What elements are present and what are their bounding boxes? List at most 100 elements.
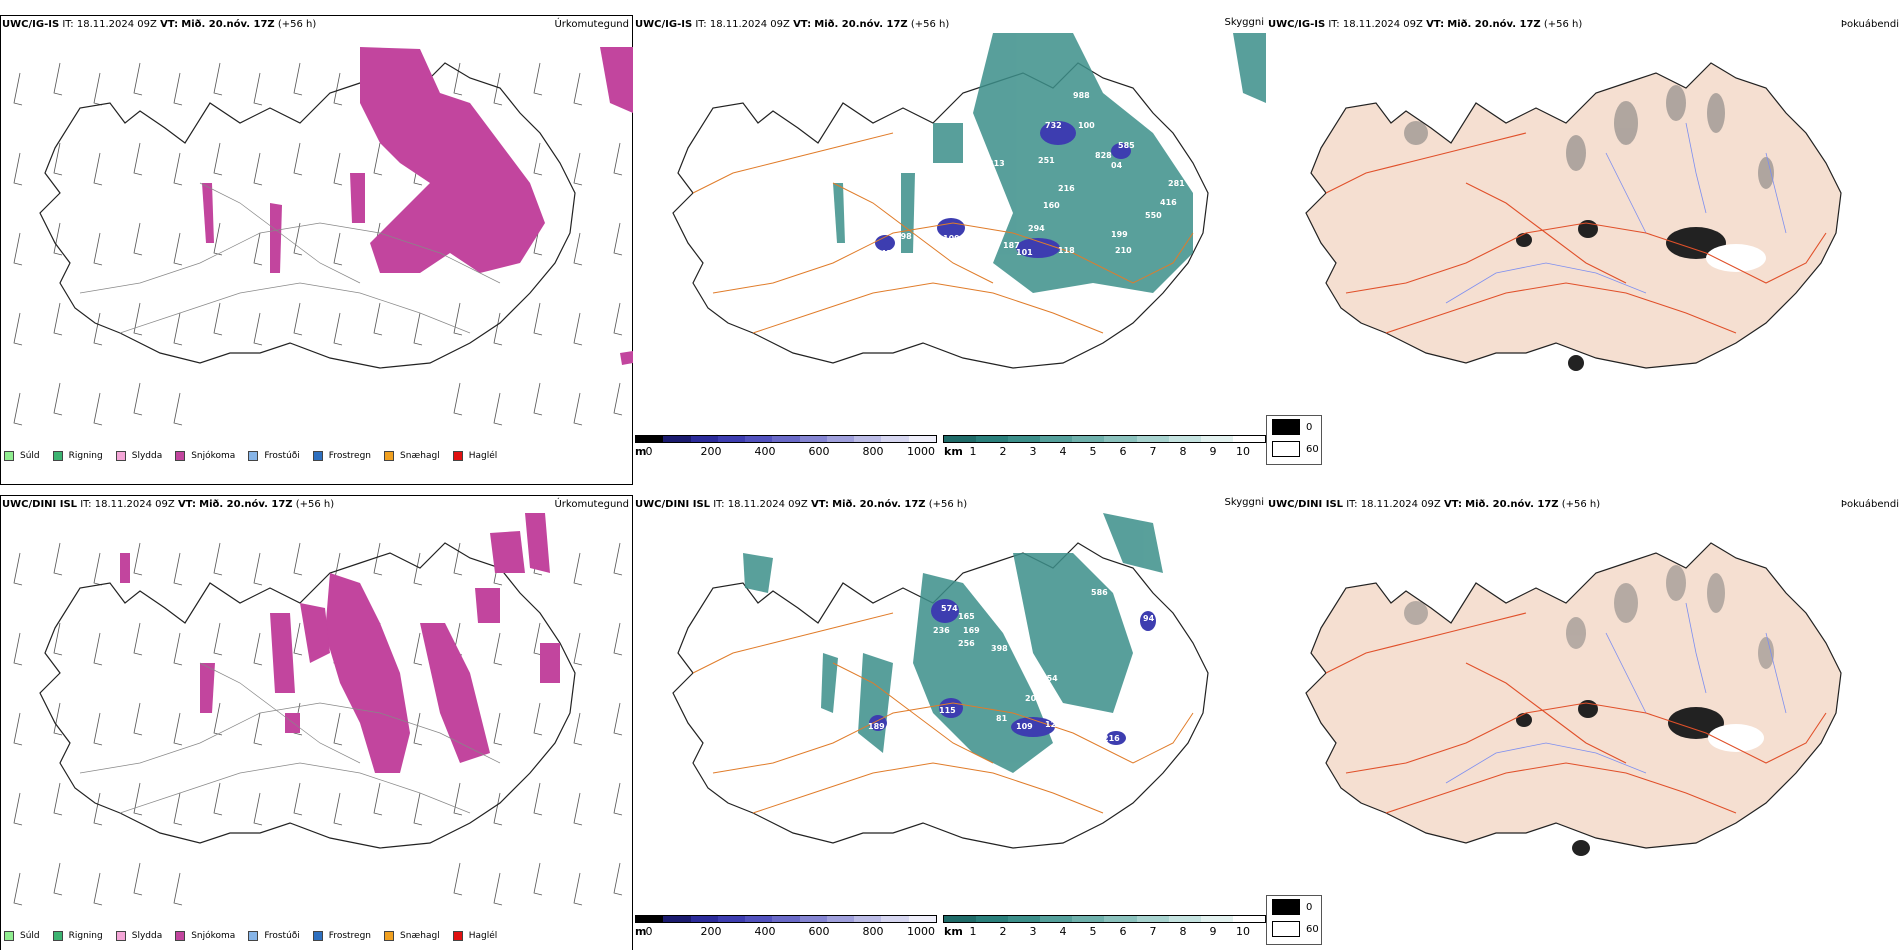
value-label: 988 <box>1073 91 1090 100</box>
map-visibility: 988 732 100 585 251 828 04 313 471 216 1… <box>672 33 1266 369</box>
legend-item: Frostúði <box>248 931 300 941</box>
panel-title: Þokuábendi <box>1840 19 1899 30</box>
tick-label: 600 <box>808 925 830 938</box>
legend-item: Frostúði <box>248 451 300 461</box>
tick-label: 3 <box>1029 445 1037 458</box>
fog-legend-swatch <box>1272 921 1300 937</box>
value-label: 313 <box>988 159 1005 168</box>
legend-swatch <box>4 931 14 941</box>
fog-shading <box>1404 565 1774 669</box>
panel-fog-index-dini: UWC/DINI ISL IT: 18.11.2024 09Z VT: Mið.… <box>1266 495 1899 950</box>
fog-legend-row: 0 <box>1267 896 1321 918</box>
iceland-land <box>1305 542 1842 849</box>
value-label: 169 <box>963 626 980 635</box>
value-label: 828 <box>1095 151 1112 160</box>
value-label: 585 <box>1118 141 1135 150</box>
legend-swatch <box>115 451 126 461</box>
panel-header: UWC/IG-IS IT: 18.11.2024 09Z VT: Mið. 20… <box>635 19 950 30</box>
height-colorbar-strip <box>635 435 937 443</box>
tick-label: 0 <box>645 445 653 458</box>
map-visibility: 574 165 236 169 256 398 586 94 315 485 1… <box>672 513 1209 867</box>
tick-label: 7 <box>1149 925 1157 938</box>
km-colorbar: 1 2 3 4 5 6 7 8 9 10 <box>943 915 1266 939</box>
tick-label: 1000 <box>907 925 935 938</box>
tick-label: 1 <box>969 445 977 458</box>
panel-precip-type-igis: UWC/IG-IS IT: 18.11.2024 09Z VT: Mið. 20… <box>0 15 633 485</box>
value-label: 251 <box>1038 156 1055 165</box>
tick-label: 6 <box>1119 925 1127 938</box>
value-label: 101 <box>1016 248 1033 257</box>
iceland-outline <box>39 62 576 369</box>
legend-swatch <box>4 451 14 461</box>
tick-label: 8 <box>1179 445 1187 458</box>
value-label: 199 <box>1111 230 1128 239</box>
legend-item: Haglél <box>452 451 497 461</box>
value-label: 210 <box>1115 246 1132 255</box>
legend-swatch <box>248 931 259 941</box>
height-unit: m <box>635 925 647 938</box>
fog-legend-swatch <box>1272 419 1300 435</box>
panel-title: Þokuábendi <box>1840 499 1899 510</box>
value-label: 732 <box>1045 121 1062 130</box>
fog-strong <box>1516 700 1724 856</box>
value-label: 187 <box>1003 241 1020 250</box>
visibility-value-labels: 988 732 100 585 251 828 04 313 471 216 1… <box>875 91 1185 258</box>
snow-areas <box>202 47 633 365</box>
low-visibility-areas <box>743 513 1163 773</box>
value-label: 100 <box>1078 121 1095 130</box>
panel-header: UWC/DINI ISL IT: 18.11.2024 09Z VT: Mið.… <box>1268 499 1601 510</box>
rivers <box>1445 122 1787 304</box>
height-colorbar: 0 200 400 600 800 1000 <box>635 915 937 939</box>
value-label: 294 <box>1028 224 1045 233</box>
precip-type-legend: Súld Rigning Slydda Snjókoma Frostúði Fr… <box>4 931 510 941</box>
value-label: 236 <box>933 626 950 635</box>
tick-label: 4 <box>1059 445 1067 458</box>
value-label: 256 <box>958 639 975 648</box>
fog-shading <box>1404 85 1774 189</box>
roads <box>1325 132 1827 334</box>
panel-title: Skyggni <box>1224 17 1264 28</box>
legend-item: Rigning <box>52 931 103 941</box>
legend-item: Snæhagl <box>384 931 440 941</box>
value-label: 04 <box>1111 161 1123 170</box>
iceland-outline <box>39 542 576 849</box>
map-precip-type <box>13 513 623 906</box>
height-colorbar: 0 200 400 600 800 1000 <box>635 435 937 459</box>
panel-title: Úrkomutegund <box>554 499 629 510</box>
legend-swatch <box>175 451 186 461</box>
fog-legend: 0 60 <box>1266 895 1322 945</box>
value-label: 337 <box>930 854 947 863</box>
legend-item: Haglél <box>452 931 497 941</box>
roads <box>1325 612 1827 814</box>
tick-label: 7 <box>1149 445 1157 458</box>
value-label: 189 <box>868 722 885 731</box>
panel-header: UWC/DINI ISL IT: 18.11.2024 09Z VT: Mið.… <box>2 499 335 510</box>
value-label: 81 <box>996 714 1008 723</box>
km-colorbar-strip <box>943 915 1266 923</box>
visibility-value-labels: 574 165 236 169 256 398 586 94 315 485 1… <box>868 588 1190 867</box>
high-terrain-areas <box>869 599 1156 745</box>
legend-item: Slydda <box>115 451 162 461</box>
value-label: 165 <box>958 612 975 621</box>
value-label: 141 <box>875 249 892 258</box>
iceland-outline <box>672 62 1209 369</box>
fog-legend-row: 0 <box>1267 416 1321 438</box>
legend-swatch <box>384 451 395 461</box>
tick-label: 600 <box>808 445 830 458</box>
tick-label: 9 <box>1209 445 1217 458</box>
value-label: 198 <box>895 232 912 241</box>
roads <box>79 182 501 334</box>
low-visibility-areas <box>833 33 1266 293</box>
tick-label: 2 <box>999 445 1007 458</box>
value-label: 115 <box>939 706 956 715</box>
value-label: 248 <box>1128 726 1145 735</box>
tick-label: 8 <box>1179 925 1187 938</box>
legend-swatch <box>312 931 323 941</box>
panel-precip-type-dini: UWC/DINI ISL IT: 18.11.2024 09Z VT: Mið.… <box>0 495 633 950</box>
tick-label: 400 <box>754 925 776 938</box>
legend-swatch <box>115 931 126 941</box>
iceland-outline <box>672 542 1209 849</box>
legend-swatch <box>52 931 63 941</box>
tick-label: 0 <box>645 925 653 938</box>
legend-item: Snjókoma <box>175 451 235 461</box>
